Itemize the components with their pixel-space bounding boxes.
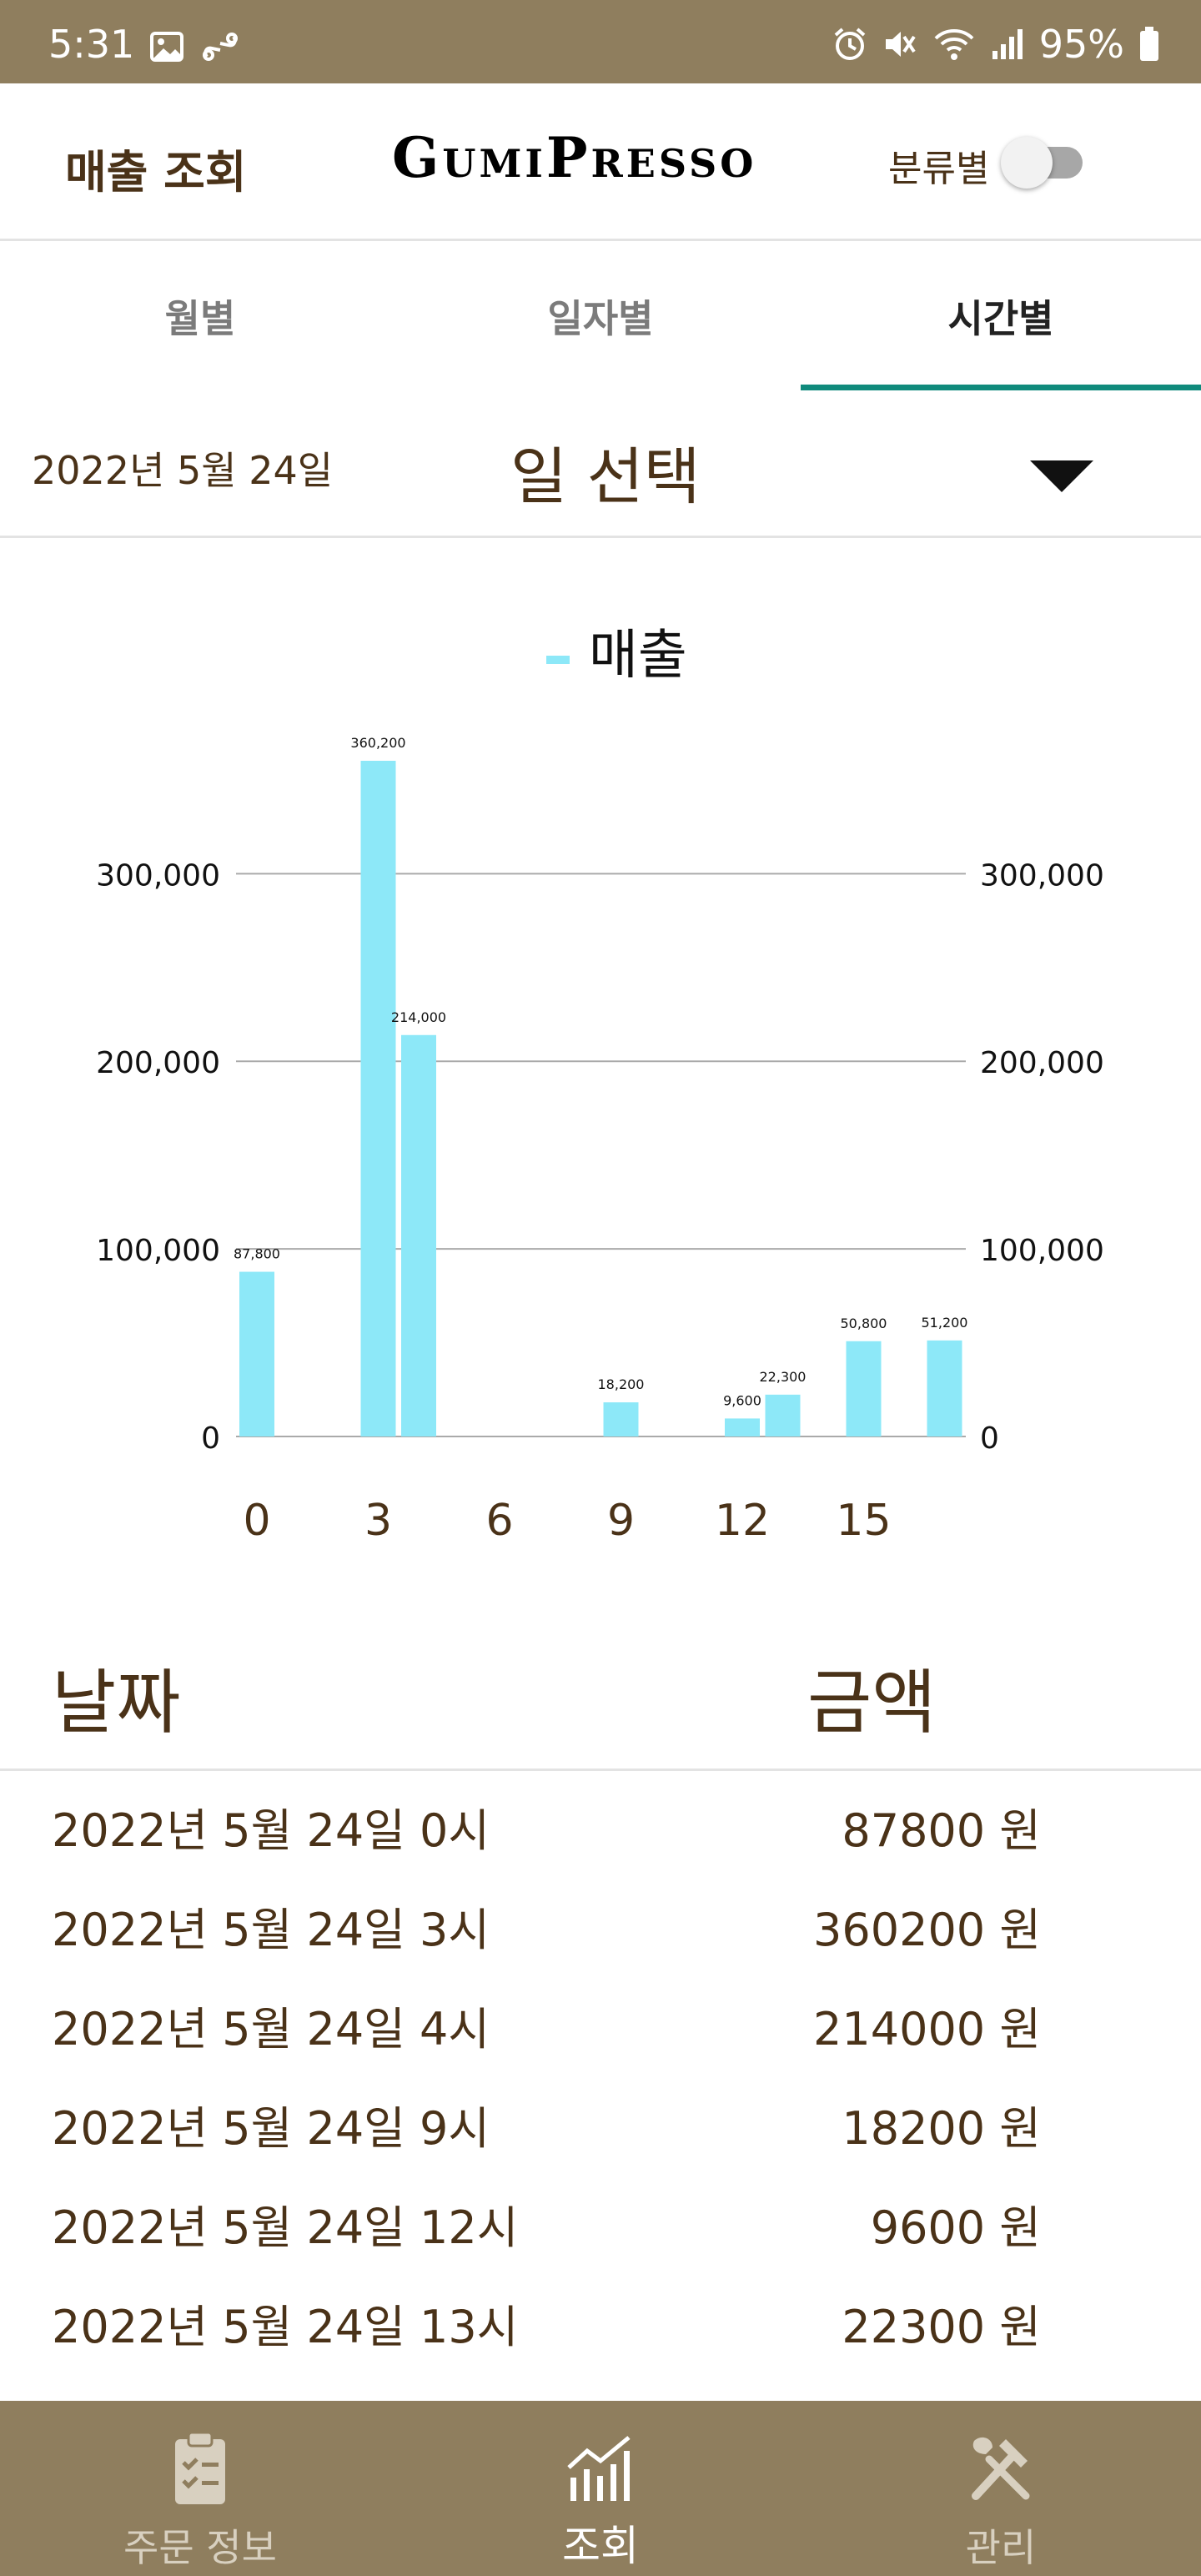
app-logo: GumiPresso — [392, 125, 757, 190]
bar-value-label: 50,800 — [841, 1316, 887, 1331]
bar-value-label: 360,200 — [350, 735, 405, 751]
page-title: 매출 조회 — [65, 146, 247, 199]
y-tick-label-right: 300,000 — [980, 858, 1104, 893]
bar-value-label: 9,600 — [723, 1392, 761, 1408]
list-item[interactable]: 2022년 5월 24일 12시 9600 원 — [0, 2171, 1201, 2270]
row-date: 2022년 5월 24일 0시 — [52, 1804, 490, 1857]
tab-daily[interactable]: 일자별 — [547, 296, 654, 341]
sales-list: 2022년 5월 24일 0시 87800 원 2022년 5월 24일 3시 … — [0, 1774, 1201, 2369]
wifi-icon — [934, 29, 974, 60]
tab-hourly[interactable]: 시간별 — [801, 242, 1201, 390]
y-tick-label-right: 200,000 — [980, 1046, 1104, 1080]
sales-chart: 매출 0 0 100,000 100,000 200,000 200,000 300,000 3… — [96, 625, 1104, 1546]
row-amount: 18200 원 — [842, 2102, 1041, 2155]
image-icon — [150, 32, 183, 62]
list-header-amount: 금액 — [807, 1662, 937, 1743]
status-bar: 5:31 — [0, 0, 1201, 83]
mute-icon — [885, 32, 916, 57]
row-date: 2022년 5월 24일 12시 — [52, 2201, 519, 2254]
bar-value-label: 87,800 — [234, 1246, 280, 1262]
list-header-date: 날짜 — [52, 1662, 181, 1743]
tab-monthly[interactable]: 월별 — [164, 296, 236, 341]
row-amount: 9600 원 — [870, 2201, 1041, 2254]
row-date: 2022년 5월 24일 4시 — [52, 2003, 490, 2055]
nav-order-info[interactable]: 주문 정보 — [0, 2401, 400, 2576]
bar — [360, 761, 396, 1436]
legend-swatch — [546, 656, 570, 664]
list-item[interactable]: 2022년 5월 24일 4시 214000 원 — [0, 1972, 1201, 2071]
nav-inquiry[interactable]: 조회 — [400, 2401, 801, 2576]
x-tick-label: 3 — [364, 1496, 392, 1546]
period-tabs: 월별 일자별 시간별 — [0, 242, 1201, 390]
bar-value-label: 51,200 — [922, 1315, 968, 1331]
date-selector-row: 2022년 5월 24일 일 선택 — [0, 394, 1201, 538]
bar-value-label: 18,200 — [598, 1376, 645, 1392]
sales-list-header: 날짜 금액 — [0, 1610, 1201, 1771]
bar — [846, 1341, 882, 1436]
x-tick-label: 9 — [607, 1496, 635, 1546]
x-tick-label: 6 — [485, 1496, 513, 1546]
row-amount: 22300 원 — [842, 2301, 1041, 2353]
y-tick-label-left: 0 — [201, 1421, 220, 1456]
row-date: 2022년 5월 24일 9시 — [52, 2102, 490, 2155]
x-tick-label: 15 — [836, 1496, 891, 1546]
row-date: 2022년 5월 24일 3시 — [52, 1904, 490, 1956]
nav-manage[interactable]: 관리 — [801, 2401, 1201, 2576]
list-item[interactable]: 2022년 5월 24일 0시 87800 원 — [0, 1774, 1201, 1873]
y-tick-label-left: 200,000 — [96, 1046, 220, 1080]
bar-value-label: 214,000 — [391, 1009, 446, 1025]
nav-label: 조회 — [562, 2522, 639, 2570]
battery-percent: 95% — [1038, 22, 1124, 67]
x-tick-label: 0 — [243, 1496, 270, 1546]
bar — [927, 1340, 962, 1436]
bar-value-label: 22,300 — [760, 1369, 807, 1385]
bottom-navigation: 주문 정보 조회 관리 — [0, 2401, 1201, 2576]
y-tick-label-right: 0 — [980, 1421, 999, 1456]
y-tick-label-left: 300,000 — [96, 858, 220, 893]
list-item[interactable]: 2022년 5월 24일 3시 360200 원 — [0, 1873, 1201, 1972]
bar — [401, 1034, 436, 1436]
category-toggle-label: 분류별 — [888, 148, 990, 190]
bar — [239, 1271, 274, 1436]
alarm-icon — [834, 28, 866, 60]
y-tick-label-left: 100,000 — [96, 1234, 220, 1268]
legend-label: 매출 — [589, 625, 687, 687]
tools-icon — [972, 2437, 1030, 2500]
y-tick-label-right: 100,000 — [980, 1234, 1104, 1268]
row-amount: 360200 원 — [813, 1904, 1041, 1956]
bar — [725, 1418, 760, 1436]
row-amount: 87800 원 — [842, 1804, 1041, 1857]
row-amount: 214000 원 — [813, 2003, 1041, 2055]
chart-icon — [567, 2436, 631, 2501]
clipboard-icon — [175, 2431, 225, 2504]
toggle-thumb[interactable] — [1001, 137, 1053, 189]
list-item[interactable]: 2022년 5월 24일 13시 22300 원 — [0, 2270, 1201, 2369]
row-date: 2022년 5월 24일 13시 — [52, 2301, 519, 2353]
battery-icon — [1140, 27, 1158, 61]
bar — [603, 1402, 639, 1436]
nav-label: 주문 정보 — [123, 2525, 277, 2570]
link-icon — [203, 33, 238, 61]
app-bar: 매출 조회 GumiPresso 분류별 — [0, 83, 1201, 241]
day-select-button[interactable]: 일 선택 — [510, 441, 701, 513]
dropdown-arrow-icon[interactable] — [1030, 460, 1093, 492]
selected-date: 2022년 5월 24일 — [32, 448, 334, 493]
bar — [765, 1394, 801, 1436]
nav-label: 관리 — [965, 2525, 1037, 2570]
signal-icon — [992, 29, 1023, 59]
status-time: 5:31 — [48, 22, 135, 67]
list-item[interactable]: 2022년 5월 24일 9시 18200 원 — [0, 2071, 1201, 2171]
x-tick-label: 12 — [715, 1496, 770, 1546]
